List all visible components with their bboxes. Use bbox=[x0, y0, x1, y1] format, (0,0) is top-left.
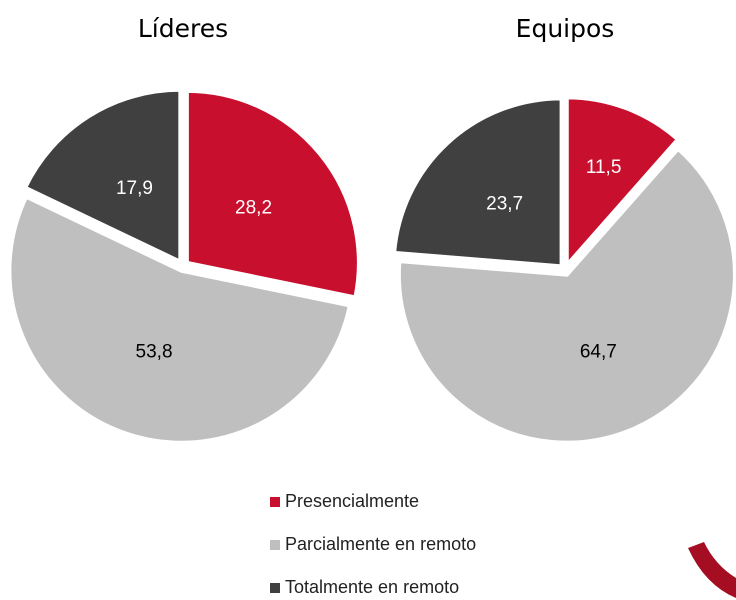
legend-label: Presencialmente bbox=[285, 491, 419, 511]
decoration bbox=[688, 542, 736, 598]
chart-title: Equipos bbox=[516, 14, 615, 43]
pie-slice bbox=[396, 145, 736, 445]
legend-swatch bbox=[270, 540, 280, 550]
pie-slice bbox=[22, 87, 183, 265]
pie-slice bbox=[564, 95, 681, 271]
legend-swatch bbox=[270, 497, 280, 507]
legend-label: Parcialmente en remoto bbox=[285, 534, 476, 554]
pie-slice bbox=[184, 88, 361, 300]
pie-slice bbox=[7, 194, 353, 445]
data-label: 28,2 bbox=[235, 198, 272, 219]
data-label: 53,8 bbox=[136, 341, 173, 362]
legend-label: Totalmente en remoto bbox=[285, 577, 459, 597]
legend-swatch bbox=[270, 583, 280, 593]
chart-title: Líderes bbox=[138, 14, 228, 43]
data-label: 64,7 bbox=[580, 342, 617, 363]
data-label: 23,7 bbox=[486, 194, 523, 215]
data-label: 17,9 bbox=[116, 178, 153, 199]
pie-slice bbox=[391, 96, 564, 269]
data-label: 11,5 bbox=[586, 157, 622, 178]
